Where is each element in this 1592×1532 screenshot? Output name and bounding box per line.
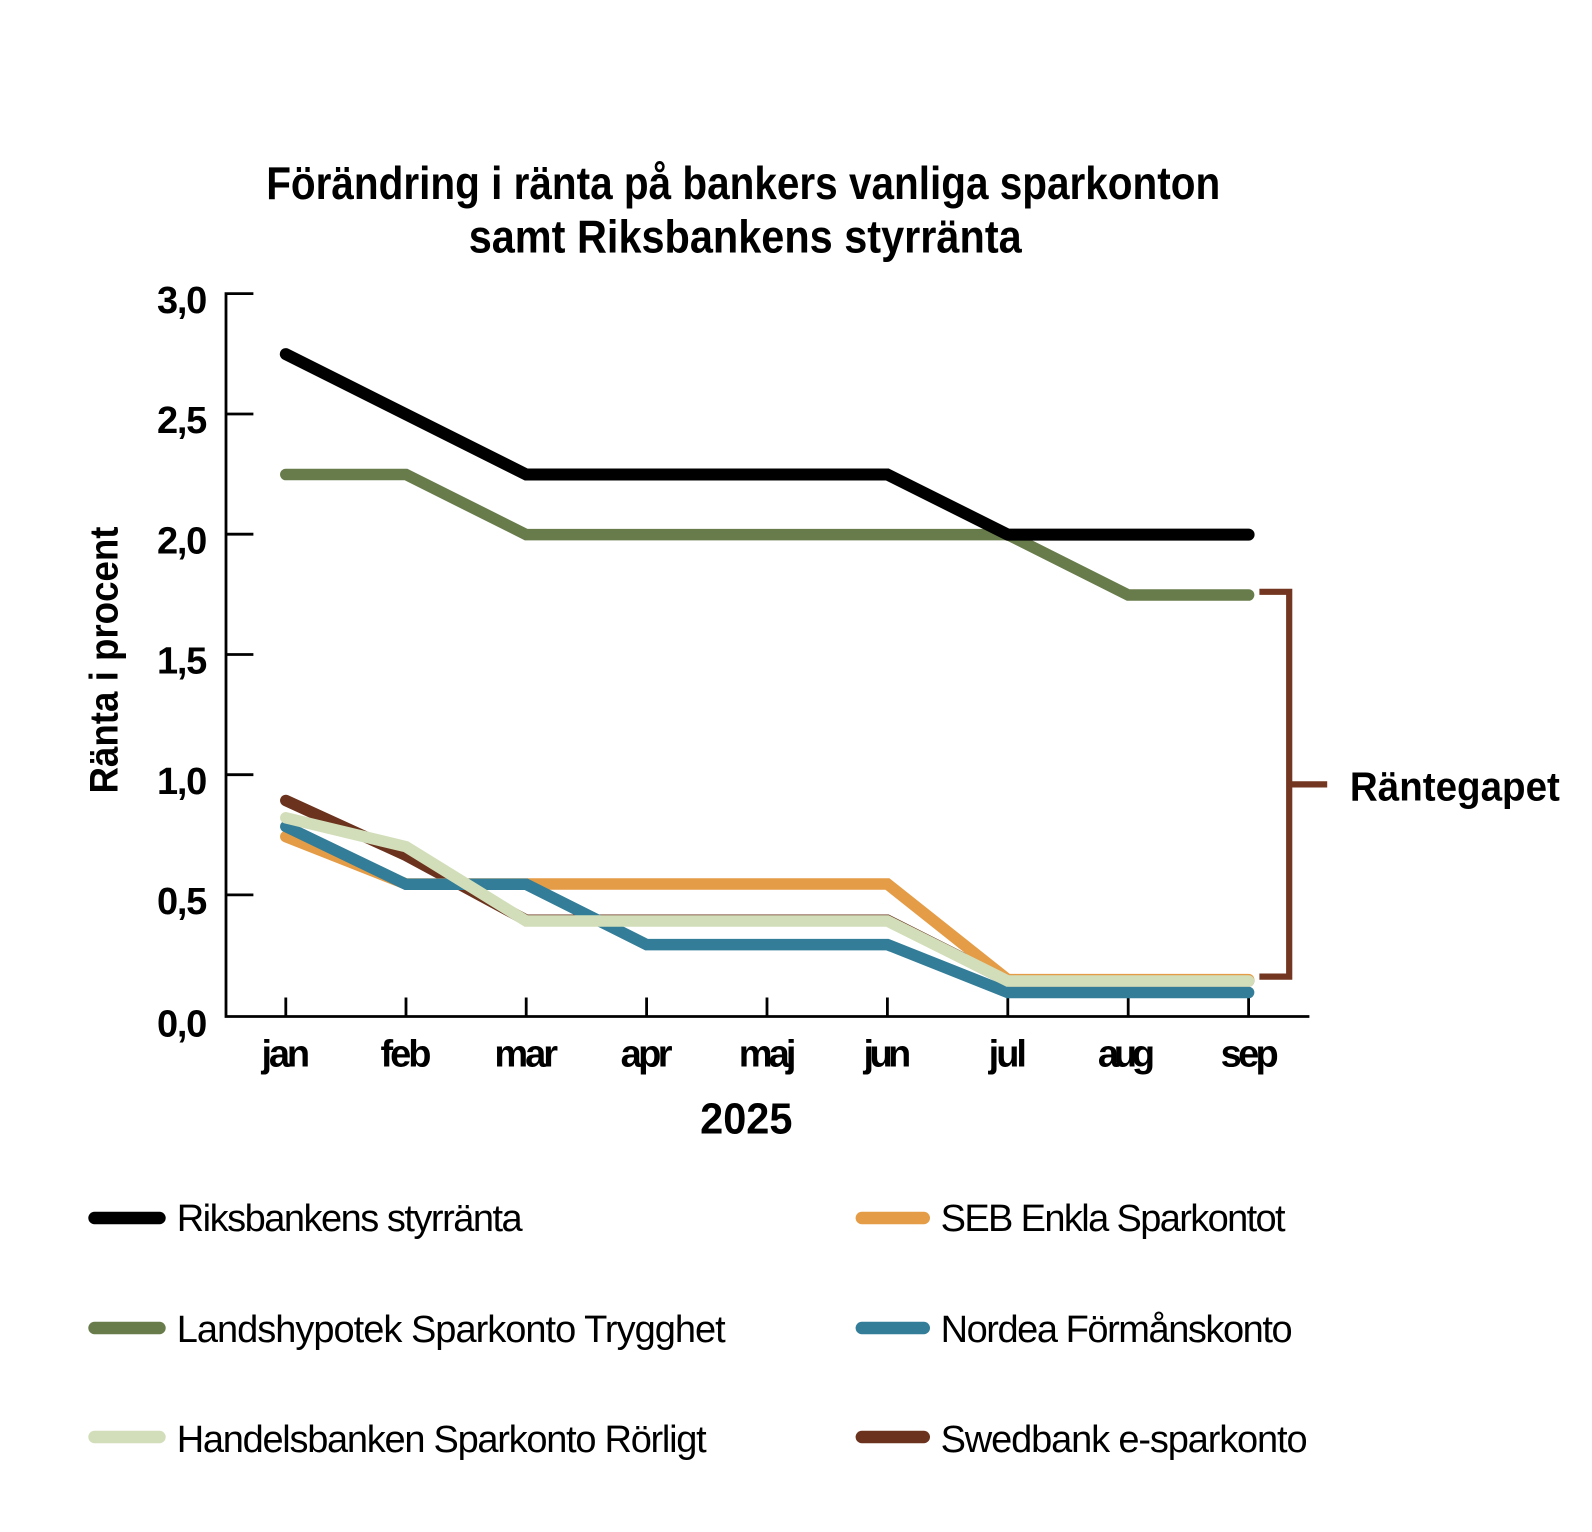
svg-text:jan: jan xyxy=(260,1033,310,1075)
svg-text:Swedbank e-sparkonto: Swedbank e-sparkonto xyxy=(941,1419,1308,1461)
svg-text:Ränta i procent: Ränta i procent xyxy=(83,527,127,794)
svg-text:3,0: 3,0 xyxy=(157,280,207,322)
svg-text:1,0: 1,0 xyxy=(157,761,207,803)
svg-text:2025: 2025 xyxy=(700,1095,792,1144)
svg-text:feb: feb xyxy=(381,1033,432,1075)
svg-text:2,5: 2,5 xyxy=(157,400,207,442)
svg-text:Räntegapet: Räntegapet xyxy=(1350,763,1560,809)
svg-text:0,0: 0,0 xyxy=(157,1003,207,1045)
svg-text:jul: jul xyxy=(988,1033,1027,1075)
svg-text:maj: maj xyxy=(739,1033,797,1075)
svg-text:1,5: 1,5 xyxy=(157,641,207,683)
svg-text:2,0: 2,0 xyxy=(157,520,207,562)
svg-text:SEB Enkla Sparkontot: SEB Enkla Sparkontot xyxy=(941,1198,1286,1240)
svg-text:Förändring i ränta på bankers: Förändring i ränta på bankers vanliga sp… xyxy=(266,157,1220,209)
svg-text:mar: mar xyxy=(494,1033,558,1075)
svg-text:aug: aug xyxy=(1098,1033,1155,1075)
svg-text:samt Riksbankens styrränta: samt Riksbankens styrränta xyxy=(469,211,1022,263)
svg-text:Landshypotek Sparkonto Trygghe: Landshypotek Sparkonto Trygghet xyxy=(177,1309,726,1351)
svg-text:jun: jun xyxy=(863,1033,912,1075)
svg-text:Riksbankens styrränta: Riksbankens styrränta xyxy=(177,1198,524,1240)
svg-text:Nordea Förmånskonto: Nordea Förmånskonto xyxy=(941,1309,1293,1351)
svg-text:Handelsbanken Sparkonto Rörlig: Handelsbanken Sparkonto Rörligt xyxy=(177,1419,707,1461)
svg-text:apr: apr xyxy=(621,1033,673,1075)
svg-text:sep: sep xyxy=(1221,1033,1279,1075)
svg-text:0,5: 0,5 xyxy=(157,881,207,923)
